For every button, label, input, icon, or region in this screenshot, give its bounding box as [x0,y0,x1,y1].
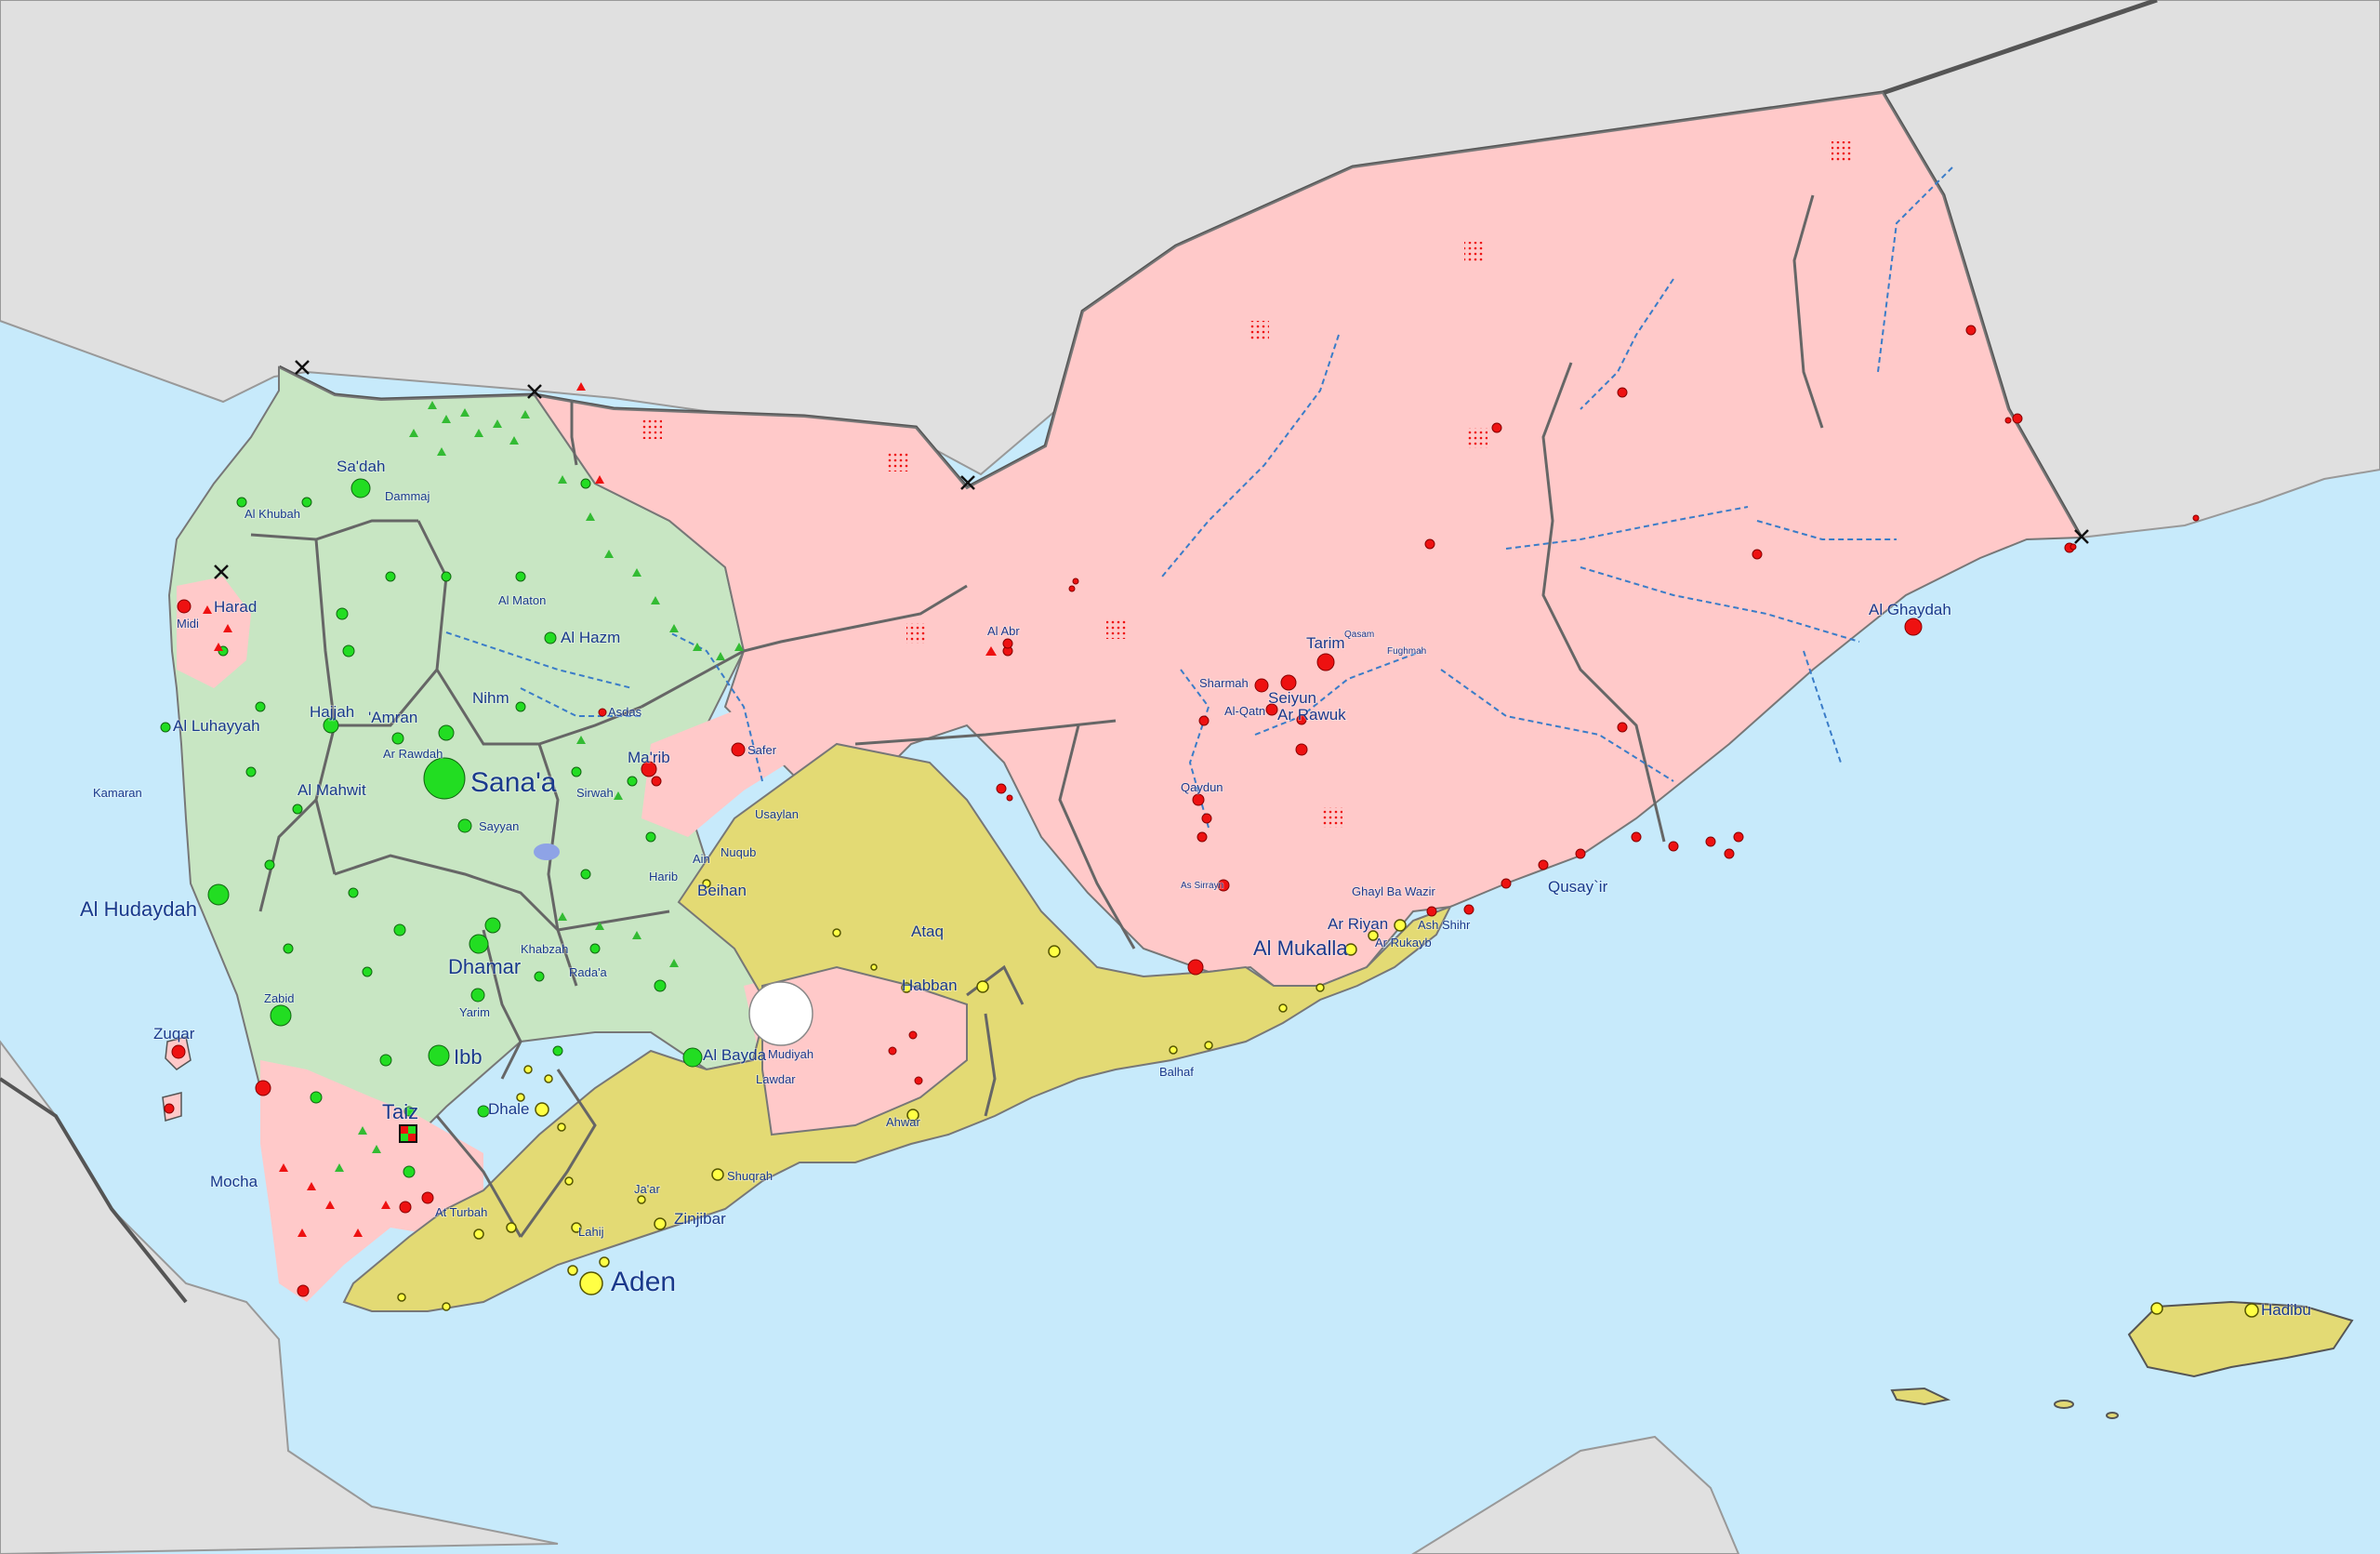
island-abd-al-kuri [1890,1387,1951,1406]
label-sirwah: Sirwah [576,786,614,800]
label-marib: Ma'rib [628,749,670,766]
label-usaylan: Usaylan [755,807,799,821]
region-pink-central-overlay [761,965,968,1136]
label-sanaa: Sana'a [470,767,557,798]
label-nihm: Nihm [472,689,509,707]
label-ar-riyan: Ar Riyan [1328,915,1388,933]
label-at-turbah: At Turbah [435,1205,487,1219]
label-qaydun: Qaydun [1181,780,1223,794]
island-small-2 [2106,1412,2119,1419]
label-ar-rawdah: Ar Rawdah [383,747,443,761]
label-al-hudaydah: Al Hudaydah [80,897,197,921]
label-al-hazm: Al Hazm [561,629,620,646]
label-fughmah: Fughmah [1387,646,1426,657]
label-harad: Harad [214,598,257,616]
label-ibb: Ibb [454,1045,483,1069]
label-lahij: Lahij [578,1225,604,1239]
label-sharmah: Sharmah [1199,676,1249,690]
region-pink-northwest [177,577,251,688]
label-as-sirrayn: As Sirrayn [1181,881,1223,891]
label-jaar: Ja'ar [634,1182,660,1196]
markers-green-triangles [335,401,744,1172]
label-zinjibar: Zinjibar [674,1210,726,1228]
label-al-bayda: Al Bayda [703,1046,767,1064]
label-nuqub: Nuqub [721,845,756,859]
markers-red-triangles [203,382,997,1237]
neutral-area [748,981,813,1046]
label-qasam: Qasam [1344,630,1374,640]
label-midi: Midi [177,617,199,631]
label-aden: Aden [611,1267,676,1297]
label-ahwar: Ahwar [886,1115,921,1129]
label-balhaf: Balhaf [1159,1065,1194,1079]
region-pink-southwest [260,1060,483,1302]
border-crossing-markers [214,360,2089,579]
label-hajjah: Hajjah [310,703,354,721]
label-dammaj: Dammaj [385,489,430,503]
label-al-abr: Al Abr [987,624,1020,638]
label-yarim: Yarim [459,1005,490,1019]
label-ar-rawuk: Ar Rawuk [1277,706,1346,724]
label-mudiyah: Mudiyah [768,1047,813,1061]
markers-green [160,478,703,1178]
island-small-1 [2054,1400,2074,1409]
label-ghayl-ba-wazir: Ghayl Ba Wazir [1352,884,1435,898]
label-shuqrah: Shuqrah [727,1169,773,1183]
label-harib: Harib [649,870,678,883]
markers-yellow [397,879,2259,1318]
label-kamaran: Kamaran [93,786,142,800]
label-habban: Habban [902,976,958,994]
label-seiyun: Seiyun [1268,689,1316,707]
label-dhale: Dhale [488,1100,529,1118]
label-ataq: Ataq [911,923,944,940]
label-amran: 'Amran [368,709,417,726]
label-al-ghaydah: Al Ghaydah [1869,601,1951,618]
label-asdas: Asdas [608,705,642,719]
label-al-luhayyah: Al Luhayyah [173,717,260,735]
island-socotra [2127,1300,2354,1378]
label-khabzah: Khabzah [521,942,568,956]
label-taiz: Taiz [382,1100,418,1123]
taiz-contested-marker [399,1124,417,1143]
label-al-qatn: Al-Qatn [1224,704,1265,718]
wadis [445,166,1953,829]
label-ain: Ain [693,852,710,866]
dotted-areas [641,141,1852,828]
label-al-mukalla: Al Mukalla [1253,936,1348,960]
label-safer: Safer [747,743,777,757]
border-oman-ne [1882,0,2158,96]
map-labels: Sana'a Aden Al Hudaydah Al Mukalla Taiz … [79,457,2312,1320]
label-ar-rukayb: Ar Rukayb [1375,936,1432,950]
label-lawdar: Lawdar [756,1072,796,1086]
label-qusayir: Qusay`ir [1548,878,1608,896]
label-tarim: Tarim [1306,634,1345,652]
foreign-land-somalia [1411,1435,1740,1554]
label-beihan: Beihan [697,882,747,899]
label-hadibu: Hadibu [2261,1301,2311,1319]
label-ash-shihr: Ash Shihr [1418,918,1471,932]
markers-red [164,325,2200,1297]
label-al-khubah: Al Khubah [245,507,300,521]
border-africa [0,1077,188,1304]
label-mocha: Mocha [210,1173,258,1190]
label-dhamar: Dhamar [448,955,521,978]
region-pink-marib [641,707,818,837]
label-zabid: Zabid [264,991,295,1005]
label-zuqar: Zuqar [153,1025,195,1043]
label-saadah: Sa'dah [337,458,385,475]
label-al-mahwit: Al Mahwit [298,781,366,799]
lake [534,843,560,860]
label-al-maton: Al Maton [498,593,546,607]
label-sayyan: Sayyan [479,819,519,833]
label-radaa: Rada'a [569,965,608,979]
